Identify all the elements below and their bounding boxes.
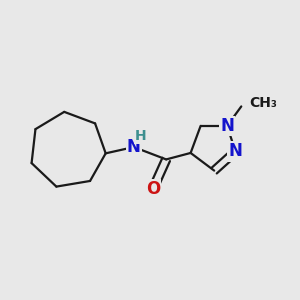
Text: H: H (134, 129, 146, 143)
Text: N: N (229, 142, 242, 160)
Text: N: N (220, 117, 234, 135)
Text: O: O (146, 180, 160, 198)
Text: N: N (127, 138, 141, 156)
Text: CH₃: CH₃ (250, 97, 278, 110)
